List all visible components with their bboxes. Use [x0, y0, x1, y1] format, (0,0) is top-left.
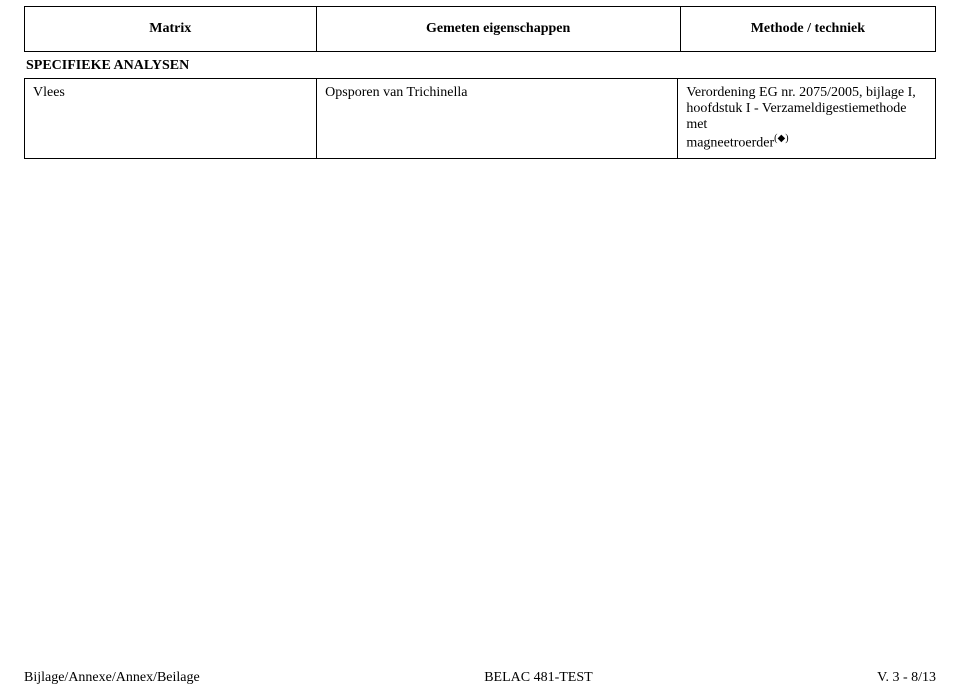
- header-table: Matrix Gemeten eigenschappen Methode / t…: [24, 6, 936, 52]
- page: Matrix Gemeten eigenschappen Methode / t…: [0, 0, 960, 696]
- cell-matrix: Vlees: [25, 79, 317, 159]
- cell-method: Verordening EG nr. 2075/2005, bijlage I,…: [678, 79, 936, 159]
- footer-center: BELAC 481-TEST: [484, 670, 593, 686]
- data-table: Vlees Opsporen van Trichinella Verordeni…: [24, 78, 936, 159]
- footer-right: V. 3 - 8/13: [877, 670, 936, 686]
- header-col-properties: Gemeten eigenschappen: [316, 7, 680, 52]
- section-label: SPECIFIEKE ANALYSEN: [26, 58, 936, 74]
- table-row: Vlees Opsporen van Trichinella Verordeni…: [25, 79, 936, 159]
- footer-left: Bijlage/Annexe/Annex/Beilage: [24, 670, 200, 686]
- header-row: Matrix Gemeten eigenschappen Methode / t…: [25, 7, 936, 52]
- footer: Bijlage/Annexe/Annex/Beilage BELAC 481-T…: [24, 670, 936, 686]
- header-col-method: Methode / techniek: [680, 7, 935, 52]
- method-sup: (◆): [774, 133, 788, 144]
- cell-property: Opsporen van Trichinella: [317, 79, 678, 159]
- method-line-2: hoofdstuk I - Verzameldigestiemethode me…: [686, 101, 906, 132]
- method-line-1: Verordening EG nr. 2075/2005, bijlage I,: [686, 85, 915, 100]
- method-line-3-prefix: magneetroerder: [686, 136, 774, 151]
- header-col-matrix: Matrix: [25, 7, 317, 52]
